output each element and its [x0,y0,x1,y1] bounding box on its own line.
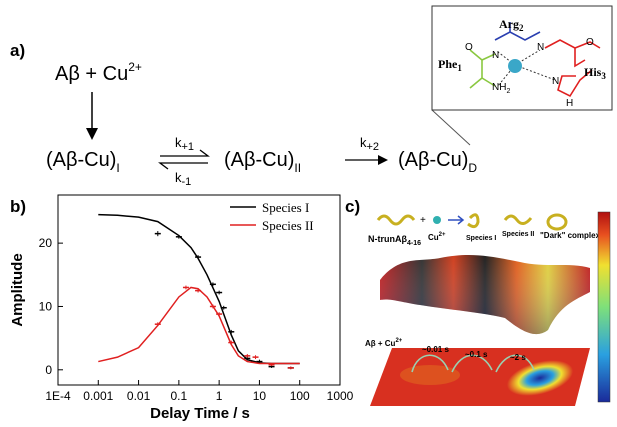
atom: N [537,42,544,53]
species-label: Species II [502,231,534,238]
residue-sub: 3 [601,71,606,81]
residue-name: His [584,65,602,79]
figure: a) Aβ + Cu2+ (Aβ-Cu)I k+1 k-1 (Aβ-Cu)II … [0,0,617,427]
species-text: (Aβ-Cu) [224,149,294,171]
x-tick-label: 1 [216,389,223,403]
species-label: (Aβ-Cu)D [398,149,477,175]
peptide-label: N-trunAβ4-16 [368,234,421,247]
plus: + [420,215,426,226]
panel-label: b) [10,197,26,216]
peptide-icons [378,215,566,229]
legend-label: Species I [262,200,309,215]
inset-box [432,6,612,110]
y-tick-label: 0 [45,363,52,377]
rate-constant: k+2 [360,135,379,153]
species-label: (Aβ-Cu)II [224,149,301,175]
x-tick-label: 10 [253,389,267,403]
species-text: (Aβ-Cu) [46,149,116,171]
atom: H [566,98,573,109]
arrowhead [86,128,98,140]
atom: N [552,76,559,87]
arrow [448,216,463,224]
contour-band [400,365,460,385]
x-tick-label: 0.001 [83,389,113,403]
reactant: Aβ + Cu2+ [55,60,142,85]
x-tick-label: 100 [290,389,310,403]
y-tick-label: 10 [39,299,53,313]
charge: 2+ [439,232,446,238]
arrowhead [378,155,388,165]
k-sub: +1 [182,141,195,153]
species-text: (Aβ-Cu) [398,149,468,171]
residue-name: Phe [438,57,458,71]
reactant-text: Aβ + Cu [55,63,128,85]
atom: N [492,50,499,61]
k-sub: +2 [367,141,380,153]
legend-label: Species II [262,218,314,233]
time-label: ~0.1 s [465,350,488,359]
copper-icon [433,216,441,224]
panel-label: c) [345,197,360,216]
subscript: II [294,161,301,175]
rate-constant: k+1 [175,135,194,153]
y-axis-label: Amplitude [9,253,26,326]
atom-sub: 2 [506,88,510,95]
atom-text: H [499,82,506,93]
species-label: Species I [466,235,496,242]
time-label: ~2 s [510,353,526,362]
surface-shade [380,255,590,334]
x-tick-label: 1E-4 [45,389,71,403]
copper-ion [508,59,522,73]
peptide-sub: 4-16 [407,240,421,247]
charge: 2+ [128,60,142,74]
peptide-text: N-trunAβ [368,234,407,244]
colorbar [598,212,610,402]
start-text: Aβ + Cu [365,339,396,348]
residue-sub: 1 [457,63,462,73]
atom-text: N [492,82,499,93]
atom: O [465,42,473,53]
time-label: ~0.01 s [422,345,449,354]
plot: 1E-4 0.001 0.01 0.1 1 10 100 1000 0 10 20 Species I… [39,195,354,403]
x-axis-label: Delay Time / s [150,405,250,422]
subscript: D [468,161,477,175]
species-label: (Aβ-Cu)I [46,149,120,175]
fit-line [98,287,299,363]
k-sub: -1 [182,176,192,188]
x-tick-label: 0.1 [171,389,188,403]
rate-constant: k-1 [175,170,191,188]
y-tick-label: 20 [39,236,53,250]
residue-name: Arg [499,17,519,31]
panel-label: a) [10,41,25,60]
start-label: Aβ + Cu2+ [365,338,403,348]
residue-sub: 2 [519,23,524,33]
x-tick-label: 1000 [327,389,354,403]
x-tick-label: 0.01 [127,389,151,403]
subscript: I [116,161,119,175]
connector [432,110,470,145]
copper-label: Cu2+ [428,232,446,242]
atom: O [586,37,594,48]
reverse-arrow [160,163,208,169]
charge: 2+ [395,338,402,344]
copper-text: Cu [428,233,439,242]
species-label: "Dark" complex [540,231,601,240]
